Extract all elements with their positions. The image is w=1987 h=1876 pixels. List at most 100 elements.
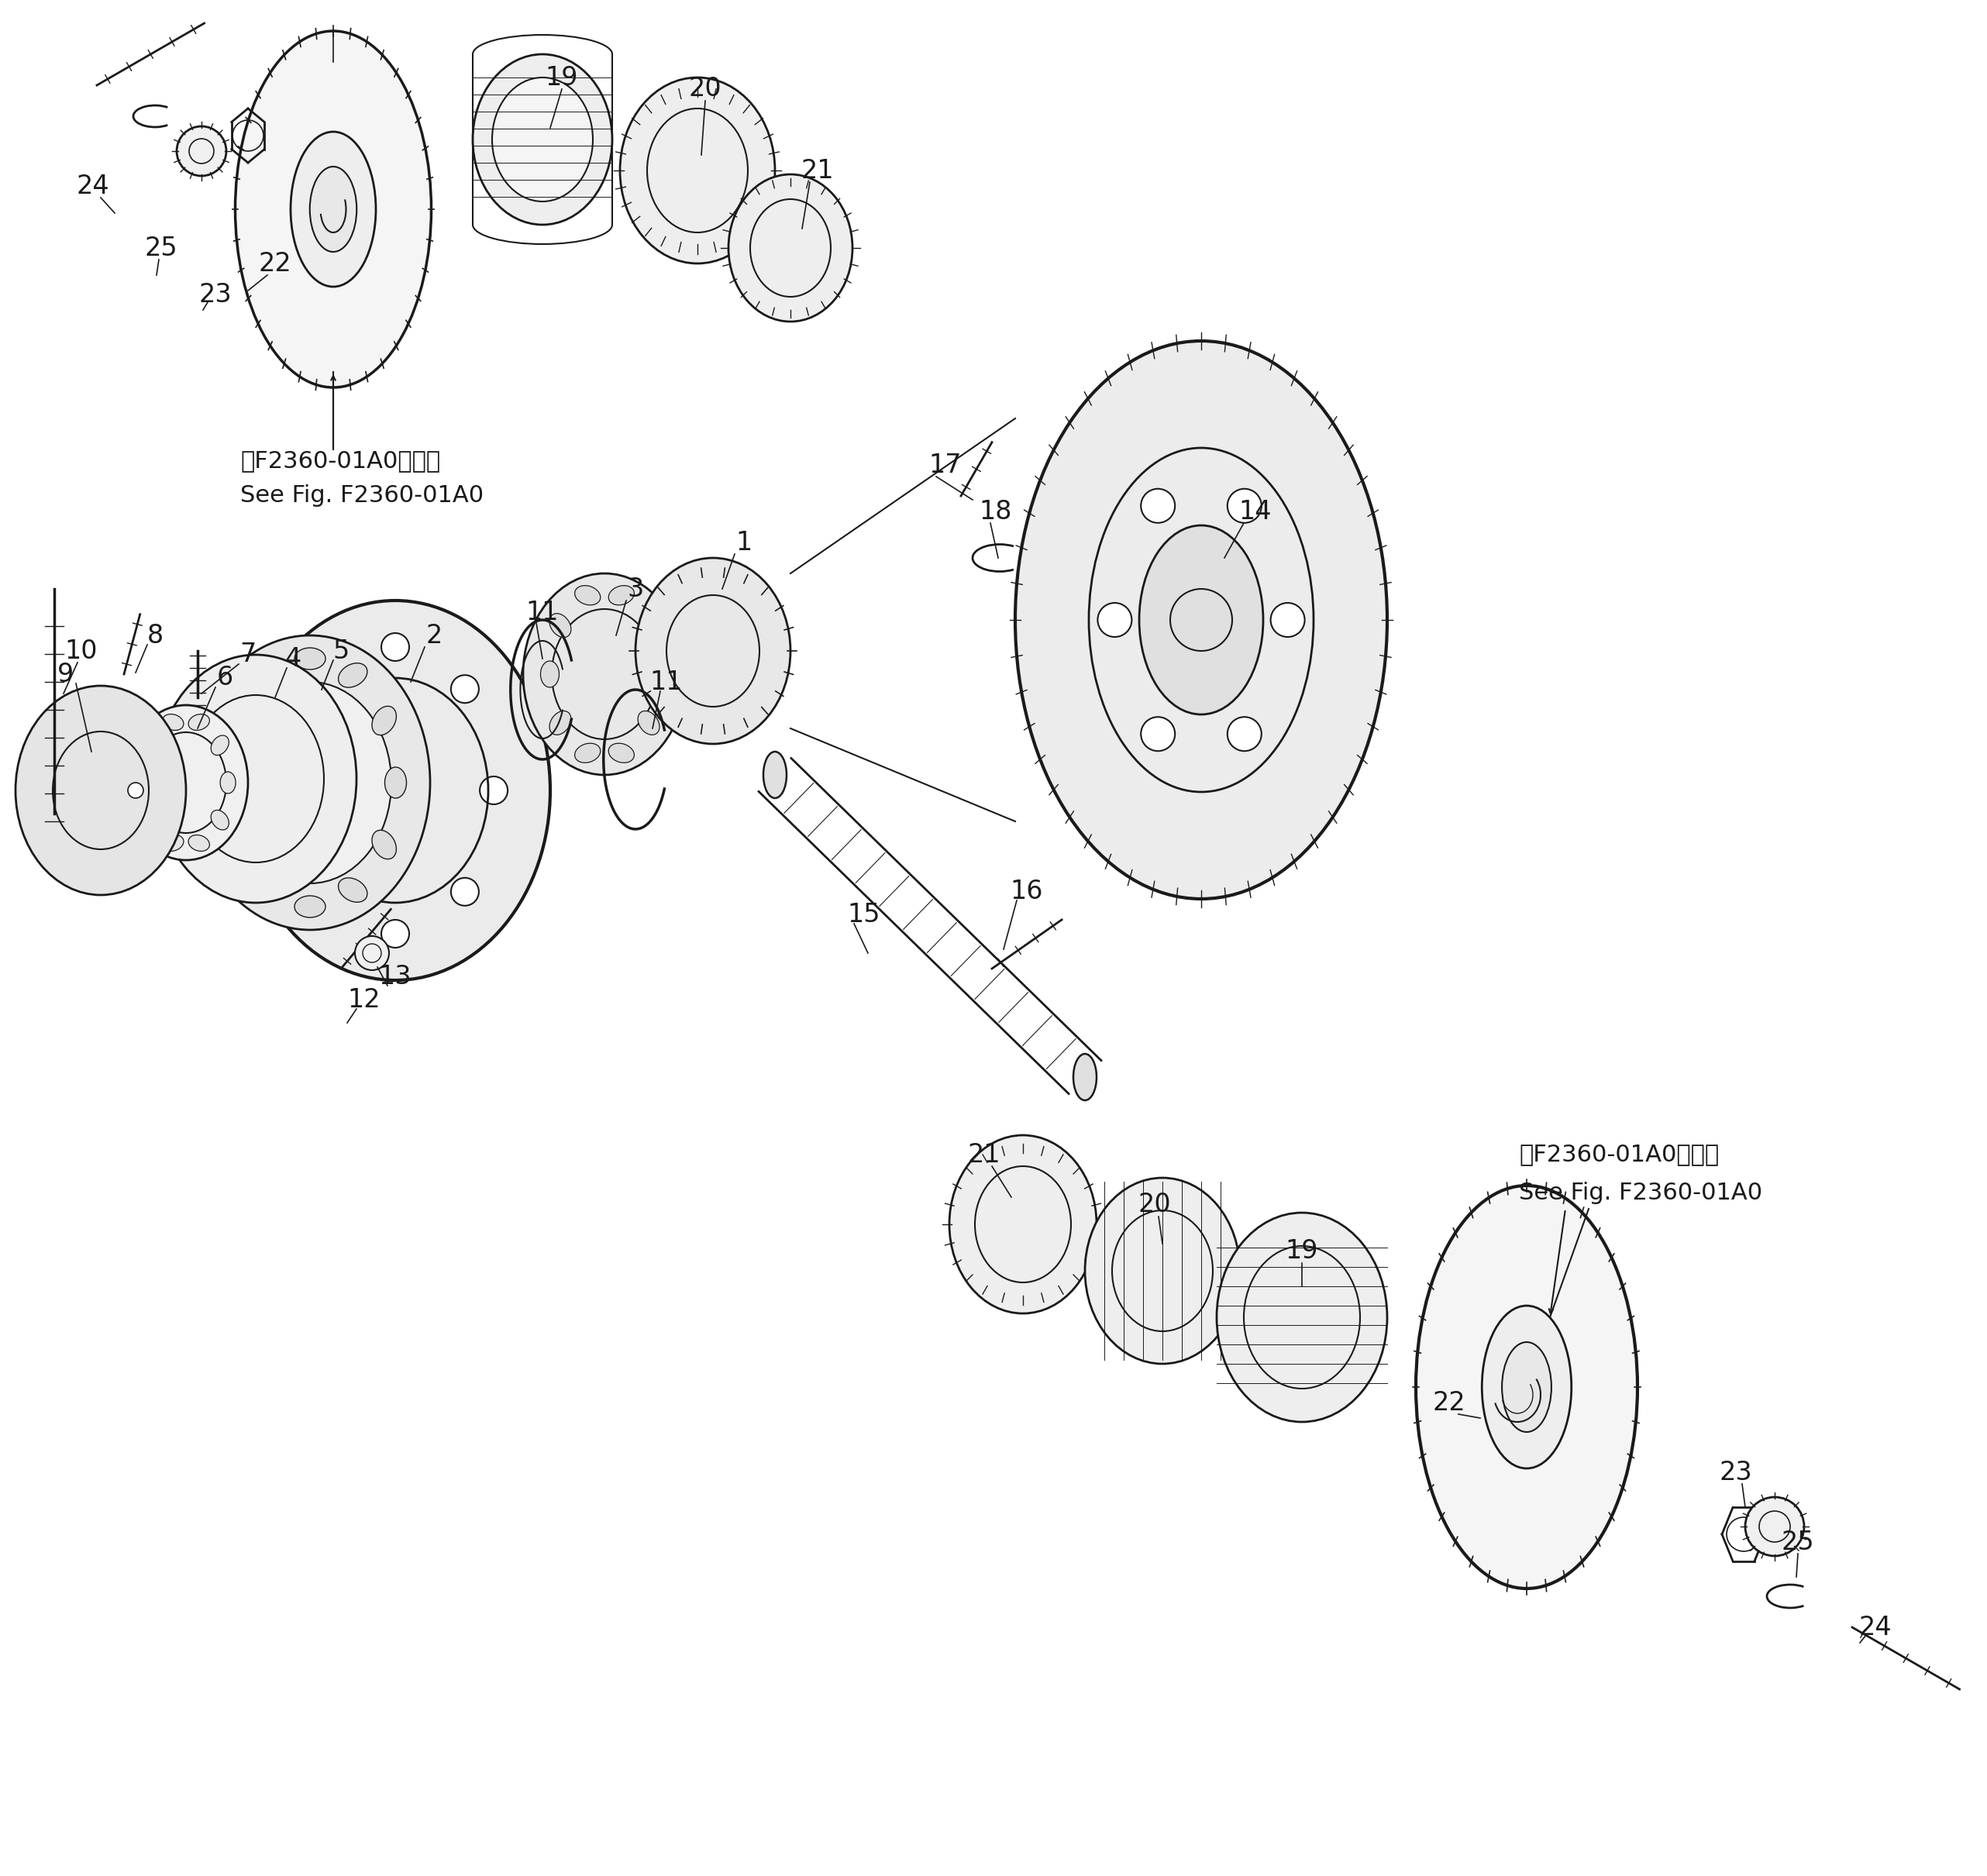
Text: 24: 24 xyxy=(76,173,109,199)
Ellipse shape xyxy=(221,771,236,794)
Text: 第F2360-01A0図参照: 第F2360-01A0図参照 xyxy=(240,450,441,473)
Ellipse shape xyxy=(225,831,248,859)
Ellipse shape xyxy=(620,77,775,263)
Text: 21: 21 xyxy=(801,158,835,184)
Circle shape xyxy=(312,878,340,906)
Ellipse shape xyxy=(143,810,161,829)
Ellipse shape xyxy=(310,167,358,251)
Ellipse shape xyxy=(189,835,209,852)
Ellipse shape xyxy=(252,662,282,687)
Ellipse shape xyxy=(252,878,282,902)
Ellipse shape xyxy=(473,54,612,225)
Circle shape xyxy=(1141,717,1174,750)
Text: 8: 8 xyxy=(147,623,163,649)
Ellipse shape xyxy=(608,585,634,606)
Text: 25: 25 xyxy=(1782,1529,1814,1555)
Ellipse shape xyxy=(1502,1341,1552,1431)
Text: 15: 15 xyxy=(848,902,880,927)
Text: 22: 22 xyxy=(258,251,292,276)
Ellipse shape xyxy=(1417,1186,1637,1589)
Ellipse shape xyxy=(608,743,634,764)
Ellipse shape xyxy=(385,767,407,797)
Text: See Fig. F2360-01A0: See Fig. F2360-01A0 xyxy=(240,484,483,507)
Ellipse shape xyxy=(290,131,376,287)
Ellipse shape xyxy=(523,574,686,775)
Circle shape xyxy=(282,777,310,805)
Ellipse shape xyxy=(189,715,209,730)
Ellipse shape xyxy=(155,655,356,902)
Text: 4: 4 xyxy=(284,645,302,672)
Text: 2: 2 xyxy=(425,623,443,649)
Ellipse shape xyxy=(1216,1212,1387,1422)
Ellipse shape xyxy=(950,1135,1097,1313)
Circle shape xyxy=(1270,602,1305,638)
Text: 18: 18 xyxy=(980,499,1011,523)
Ellipse shape xyxy=(240,600,550,981)
Ellipse shape xyxy=(191,636,429,930)
Ellipse shape xyxy=(137,771,151,794)
Ellipse shape xyxy=(550,711,570,735)
Circle shape xyxy=(127,782,143,797)
Text: 第F2360-01A0図参照: 第F2360-01A0図参照 xyxy=(1518,1142,1719,1165)
Text: 3: 3 xyxy=(628,576,644,602)
Circle shape xyxy=(177,126,227,176)
Ellipse shape xyxy=(574,585,600,606)
Ellipse shape xyxy=(143,735,161,756)
Text: 14: 14 xyxy=(1240,499,1272,523)
Circle shape xyxy=(312,675,340,704)
Ellipse shape xyxy=(372,705,395,735)
Text: 17: 17 xyxy=(930,452,962,478)
Text: 21: 21 xyxy=(968,1142,1001,1167)
Ellipse shape xyxy=(1139,525,1264,715)
Ellipse shape xyxy=(1073,1054,1097,1101)
Circle shape xyxy=(1228,717,1262,750)
Text: 20: 20 xyxy=(1139,1191,1170,1218)
Ellipse shape xyxy=(574,743,600,764)
Circle shape xyxy=(479,777,507,805)
Text: 19: 19 xyxy=(544,64,578,90)
Circle shape xyxy=(1141,490,1174,523)
Circle shape xyxy=(451,878,479,906)
Ellipse shape xyxy=(163,835,183,852)
Ellipse shape xyxy=(229,681,391,884)
Circle shape xyxy=(382,919,409,947)
Ellipse shape xyxy=(550,613,570,638)
Ellipse shape xyxy=(213,767,234,797)
Text: 7: 7 xyxy=(240,642,256,668)
Ellipse shape xyxy=(294,895,326,917)
Text: 23: 23 xyxy=(1719,1460,1753,1486)
Ellipse shape xyxy=(211,735,229,756)
Text: 23: 23 xyxy=(199,281,232,308)
Ellipse shape xyxy=(763,752,787,797)
Text: 22: 22 xyxy=(1433,1390,1466,1415)
Text: See Fig. F2360-01A0: See Fig. F2360-01A0 xyxy=(1518,1182,1762,1204)
Ellipse shape xyxy=(540,660,558,687)
Ellipse shape xyxy=(729,174,852,321)
Text: 25: 25 xyxy=(145,234,177,261)
Circle shape xyxy=(451,675,479,704)
Ellipse shape xyxy=(372,831,395,859)
Text: 13: 13 xyxy=(380,964,411,989)
Ellipse shape xyxy=(163,715,183,730)
Ellipse shape xyxy=(123,705,248,859)
Ellipse shape xyxy=(211,810,229,829)
Ellipse shape xyxy=(16,687,187,895)
Ellipse shape xyxy=(638,613,660,638)
Ellipse shape xyxy=(225,705,248,735)
Ellipse shape xyxy=(234,32,431,388)
Text: 10: 10 xyxy=(66,638,97,664)
Text: 6: 6 xyxy=(217,666,232,690)
Ellipse shape xyxy=(1015,341,1387,899)
Text: 1: 1 xyxy=(735,529,753,555)
Circle shape xyxy=(1745,1497,1804,1555)
Ellipse shape xyxy=(636,557,791,745)
Circle shape xyxy=(1097,602,1133,638)
Ellipse shape xyxy=(294,647,326,670)
Text: 19: 19 xyxy=(1286,1238,1319,1264)
Text: 11: 11 xyxy=(527,598,558,625)
Text: 20: 20 xyxy=(689,77,721,101)
Text: 9: 9 xyxy=(58,662,74,687)
Ellipse shape xyxy=(338,878,368,902)
Text: 5: 5 xyxy=(332,638,350,664)
Ellipse shape xyxy=(493,77,592,201)
